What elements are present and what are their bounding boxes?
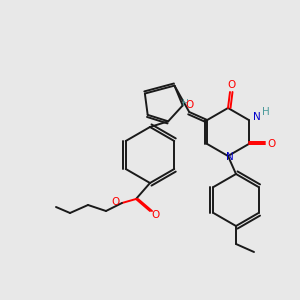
Text: O: O — [227, 80, 235, 90]
Text: O: O — [186, 100, 194, 110]
Text: N: N — [253, 112, 261, 122]
Text: O: O — [268, 139, 276, 149]
Text: O: O — [112, 197, 120, 207]
Text: H: H — [262, 107, 270, 117]
Text: O: O — [151, 210, 159, 220]
Text: N: N — [226, 152, 234, 162]
Text: H: H — [181, 100, 188, 109]
